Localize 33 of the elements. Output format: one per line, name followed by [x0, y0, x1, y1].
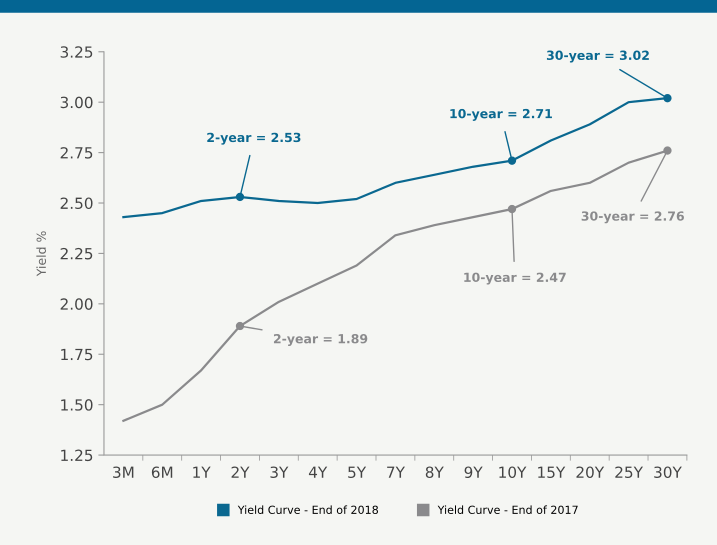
y-tick-label: 3.25	[60, 46, 92, 58]
x-tick-label: 5Y	[348, 466, 366, 478]
x-tick-label: 15Y	[538, 466, 566, 478]
y-tick-label: 2.75	[60, 147, 92, 159]
annotation: 10-year = 2.71	[450, 108, 552, 121]
x-tick-label: 30Y	[654, 466, 682, 478]
x-tick-label: 8Y	[426, 466, 444, 478]
x-tick-label: 7Y	[387, 466, 405, 478]
y-tick-label: 1.25	[61, 450, 92, 462]
annotation: 2-year = 1.89	[274, 334, 368, 346]
y-axis-title: Yield %	[36, 231, 46, 276]
annotation: 30-year = 2.76	[582, 211, 684, 224]
annotation: 30-year = 3.02	[546, 50, 649, 63]
x-tick-label: 3M	[113, 466, 134, 478]
annotation: 10-year = 2.47	[464, 272, 566, 285]
x-tick-label: 1Y	[193, 466, 211, 478]
x-tick-label: 4Y	[308, 466, 328, 478]
legend-label: Yield Curve - End of 2018	[238, 505, 378, 514]
x-tick-label: 25Y	[615, 466, 644, 478]
y-tick-label: 2.25	[60, 248, 92, 260]
y-tick-label: 2.00	[60, 298, 93, 310]
y-tick-label: 2.50	[60, 197, 93, 210]
y-tick-label: 3.00	[60, 96, 93, 108]
x-tick-label: 2Y	[232, 466, 250, 478]
x-tick-label: 20Y	[576, 466, 604, 478]
y-tick-label: 1.75	[61, 348, 92, 360]
annotation: 2-year = 2.53	[207, 132, 300, 145]
x-tick-label: 10Y	[499, 466, 526, 478]
x-tick-label: 9Y	[464, 466, 483, 478]
y-tick-label: 1.50	[61, 399, 93, 411]
legend-label: Yield Curve - End of 2017	[438, 505, 578, 514]
x-tick-label: 3Y	[270, 466, 288, 478]
x-tick-label: 6M	[152, 466, 172, 478]
